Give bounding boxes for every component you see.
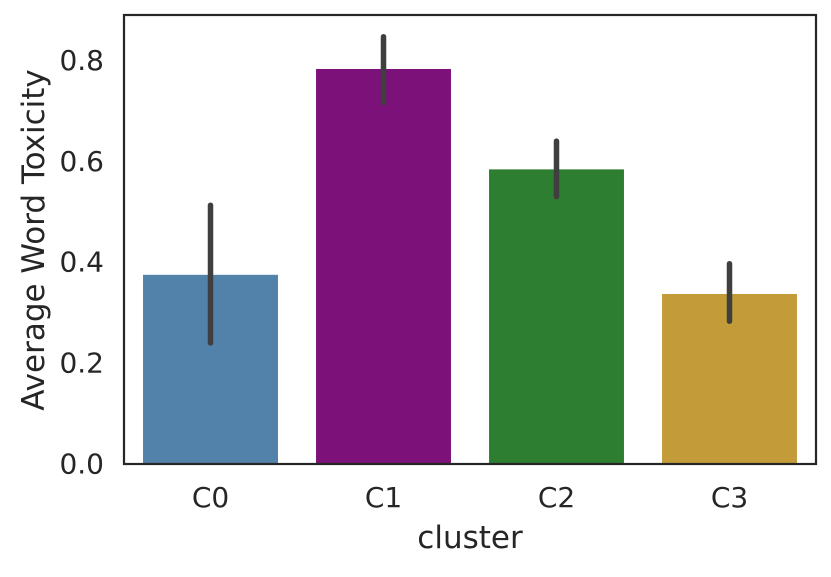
x-tick-label-c0: C0 bbox=[192, 481, 229, 514]
y-tick-labels: 0.0 0.2 0.4 0.6 0.8 bbox=[59, 44, 104, 481]
x-tick-label-c2: C2 bbox=[538, 481, 575, 514]
x-tick-label-c1: C1 bbox=[365, 481, 402, 514]
y-tick-label: 0.6 bbox=[59, 145, 104, 178]
plot-frame bbox=[122, 13, 818, 466]
error-bars-layer bbox=[207, 33, 733, 346]
bar-c2 bbox=[489, 169, 624, 464]
y-tick-label: 0.8 bbox=[59, 44, 104, 77]
bars-layer bbox=[143, 68, 797, 464]
x-axis-label: cluster bbox=[417, 520, 523, 556]
y-tick-label: 0.4 bbox=[59, 246, 104, 279]
bar-c1 bbox=[316, 68, 451, 464]
y-tick-label: 0.2 bbox=[59, 347, 104, 380]
x-tick-labels: C0 C1 C2 C3 bbox=[192, 481, 748, 514]
x-tick-label-c3: C3 bbox=[711, 481, 748, 514]
y-axis-label: Average Word Toxicity bbox=[16, 69, 52, 410]
y-tick-label: 0.0 bbox=[59, 448, 104, 481]
